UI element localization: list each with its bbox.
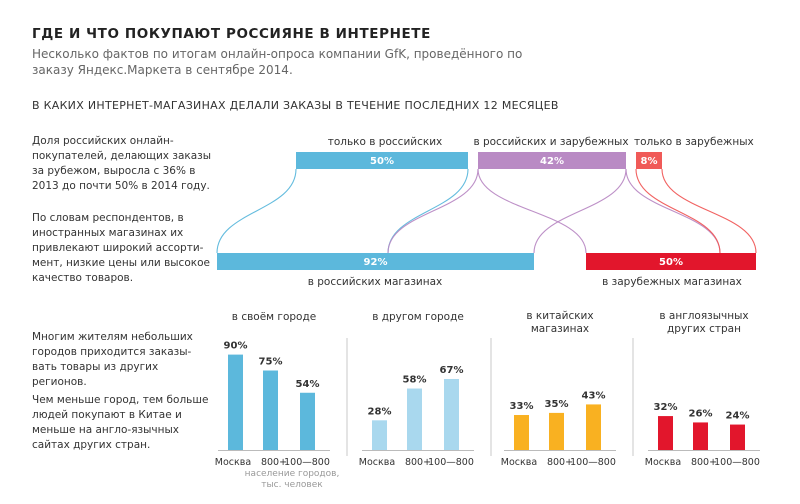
flow-foreign-only-right-edge [661, 168, 757, 254]
sankey-bottom-value: 50% [659, 257, 683, 268]
flow-both-to-ru-left-edge [387, 168, 479, 254]
bar [407, 388, 422, 450]
flow-both-to-foreign-right-edge [625, 168, 721, 254]
flow-both-to-ru-right-edge [533, 168, 627, 254]
sankey-bottom-label: в зарубежных магазинах [602, 276, 742, 288]
text-abroad-reasons: По словам респондентов, в иностранных ма… [32, 212, 210, 284]
bar-value-label: 32% [654, 402, 678, 413]
bar-group-title: в другом городе [372, 311, 464, 323]
sankey-top-value: 8% [641, 156, 658, 167]
bar-category-label: Москва [359, 457, 395, 468]
bar-category-label: 800+ [691, 457, 717, 468]
bar-category-label: Москва [645, 457, 681, 468]
page-title: ГДЕ И ЧТО ПОКУПАЮТ РОССИЯНЕ В ИНТЕРНЕТЕ [32, 26, 431, 42]
bar-group-title: в своём городе [232, 311, 316, 323]
flow-both-to-foreign-left-edge [477, 168, 587, 254]
bar-value-label: 26% [689, 408, 713, 419]
bar [549, 412, 564, 450]
bar-value-label: 35% [545, 399, 569, 410]
sankey-bottom-label: в российских магазинах [308, 276, 443, 288]
sankey-top-label: только в российских [328, 136, 443, 148]
bar [693, 422, 708, 450]
sankey-top-value: 50% [370, 156, 394, 167]
bar-category-label: Москва [215, 457, 251, 468]
bar-category-label: 100—800 [714, 457, 760, 468]
sankey-top-label: в российских и зарубежных [473, 136, 628, 148]
bar-category-label: 100—800 [570, 457, 616, 468]
flow-ru-only-left-edge [216, 168, 297, 254]
x-axis-note: население городов, тыс. человек [245, 469, 340, 490]
sankey-top-bar [296, 152, 468, 169]
bar-category-label: 100—800 [428, 457, 474, 468]
bar-value-label: 67% [440, 365, 464, 376]
bar-group-title: в англоязычных других стран [659, 310, 748, 335]
bar-value-label: 33% [510, 401, 534, 412]
bar [730, 424, 745, 450]
bar-value-label: 75% [259, 357, 283, 368]
bar-category-label: 800+ [405, 457, 431, 468]
sankey-bottom-value: 92% [364, 257, 388, 268]
sankey-top-label: только в зарубежных [634, 136, 754, 148]
bar-group-title: в китайских магазинах [526, 310, 593, 335]
sankey-top-bar [478, 152, 626, 169]
bar [514, 415, 529, 450]
text-abroad-share: Доля российских онлайн-покупателей, дела… [32, 135, 212, 192]
flow-ru-only-right-edge [387, 168, 469, 254]
bar [263, 370, 278, 450]
bar [586, 404, 601, 450]
bar [658, 416, 673, 450]
sankey-top-bar [636, 152, 662, 169]
bar-category-label: 800+ [261, 457, 287, 468]
sankey-top-value: 42% [540, 156, 564, 167]
bar-value-label: 58% [403, 375, 427, 386]
bar-category-label: 100—800 [284, 457, 330, 468]
text-small-cities: Многим жителям небольших городов приходи… [32, 331, 193, 388]
bar [372, 420, 387, 450]
bar-value-label: 43% [582, 390, 606, 401]
bar-category-label: Москва [501, 457, 537, 468]
bar-value-label: 28% [368, 406, 392, 417]
bar-category-label: 800+ [547, 457, 573, 468]
bar [444, 378, 459, 450]
bar-value-label: 24% [726, 411, 750, 422]
sankey-bottom-bar [217, 253, 534, 270]
flow-foreign-only-left-edge [635, 168, 721, 254]
page-subtitle: Несколько фактов по итогам онлайн-опроса… [32, 47, 523, 77]
bar-value-label: 54% [296, 379, 320, 390]
sankey-bottom-bar [586, 253, 756, 270]
bar [300, 392, 315, 450]
section-title: В КАКИХ ИНТЕРНЕТ-МАГАЗИНАХ ДЕЛАЛИ ЗАКАЗЫ… [32, 99, 559, 112]
text-city-size: Чем меньше город, тем больше людей покуп… [32, 394, 209, 451]
bar [228, 354, 243, 450]
bar-value-label: 90% [224, 341, 248, 352]
